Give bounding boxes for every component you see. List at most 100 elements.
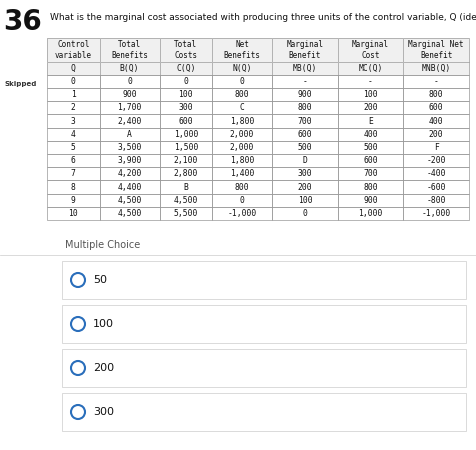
Bar (212, 38, 272, 62)
Bar (99, 194, 159, 207)
Text: -: - (302, 77, 307, 86)
Text: 1,800: 1,800 (230, 117, 254, 126)
Text: -600: -600 (426, 183, 446, 192)
Text: 700: 700 (363, 169, 378, 178)
Text: 600: 600 (298, 130, 312, 139)
Text: MC(Q): MC(Q) (358, 64, 383, 73)
Bar (212, 154, 272, 167)
Bar (99, 141, 159, 154)
Bar (47, 38, 99, 62)
Text: 300: 300 (178, 104, 193, 112)
Bar (272, 154, 337, 167)
Bar (272, 128, 337, 141)
Bar (159, 114, 212, 128)
Bar (62, 261, 466, 299)
Bar (159, 38, 212, 62)
Text: 800: 800 (235, 183, 249, 192)
Text: Marginal Net
Benefit: Marginal Net Benefit (408, 40, 464, 59)
Text: Q: Q (71, 64, 76, 73)
Text: 1,000: 1,000 (358, 209, 383, 218)
Bar (47, 194, 99, 207)
Bar (337, 101, 403, 114)
Bar (272, 101, 337, 114)
Text: MNB(Q): MNB(Q) (422, 64, 451, 73)
Text: -800: -800 (426, 196, 446, 205)
Text: 900: 900 (363, 196, 378, 205)
Text: 300: 300 (93, 407, 114, 417)
Text: 100: 100 (178, 90, 193, 99)
Text: 0: 0 (239, 196, 245, 205)
Bar (212, 38, 272, 62)
Text: 1,400: 1,400 (230, 169, 254, 178)
Bar (403, 88, 469, 101)
Text: C: C (239, 104, 245, 112)
Text: -: - (368, 77, 373, 86)
Text: Total
Costs: Total Costs (174, 40, 198, 59)
Text: 2,100: 2,100 (174, 156, 198, 165)
Bar (403, 101, 469, 114)
Bar (47, 154, 99, 167)
Bar (47, 75, 99, 88)
Bar (99, 62, 159, 75)
Text: -1,000: -1,000 (228, 209, 257, 218)
Text: 50: 50 (93, 275, 107, 285)
Bar (337, 38, 403, 62)
Bar (99, 154, 159, 167)
Bar (337, 62, 403, 75)
Bar (47, 62, 99, 75)
Bar (159, 101, 212, 114)
Text: 36: 36 (4, 8, 42, 36)
Bar (403, 75, 469, 88)
Bar (337, 154, 403, 167)
Bar (212, 62, 272, 75)
Bar (47, 141, 99, 154)
Text: 100: 100 (298, 196, 312, 205)
Text: -: - (434, 77, 438, 86)
Text: 200: 200 (298, 183, 312, 192)
Text: 800: 800 (363, 183, 378, 192)
Bar (212, 101, 272, 114)
Bar (212, 141, 272, 154)
Bar (337, 114, 403, 128)
Text: 4,500: 4,500 (174, 196, 198, 205)
Bar (337, 75, 403, 88)
Bar (159, 88, 212, 101)
Text: 600: 600 (178, 117, 193, 126)
Bar (212, 207, 272, 220)
Text: What is the marginal cost associated with producing three units of the control v: What is the marginal cost associated wit… (50, 13, 476, 22)
Bar (212, 62, 272, 75)
Bar (403, 128, 469, 141)
Bar (47, 128, 99, 141)
Bar (99, 38, 159, 62)
Text: B: B (183, 183, 188, 192)
Text: 0: 0 (183, 77, 188, 86)
Text: 2,800: 2,800 (174, 169, 198, 178)
Text: Marginal
Benefit: Marginal Benefit (287, 40, 323, 59)
Bar (159, 75, 212, 88)
Bar (47, 38, 99, 62)
Text: B(Q): B(Q) (120, 64, 139, 73)
Bar (403, 38, 469, 62)
Bar (159, 194, 212, 207)
Bar (403, 154, 469, 167)
Text: Net
Benefits: Net Benefits (224, 40, 260, 59)
Text: 0: 0 (71, 77, 76, 86)
Bar (272, 180, 337, 194)
Text: C(Q): C(Q) (176, 64, 196, 73)
Bar (272, 88, 337, 101)
Text: 400: 400 (363, 130, 378, 139)
Bar (99, 180, 159, 194)
Text: 1,500: 1,500 (174, 143, 198, 152)
Text: 1,700: 1,700 (118, 104, 142, 112)
Bar (272, 194, 337, 207)
Text: 4: 4 (71, 130, 76, 139)
Text: 8: 8 (71, 183, 76, 192)
Text: 1: 1 (71, 90, 76, 99)
Bar (272, 167, 337, 180)
Bar (403, 194, 469, 207)
Text: N(Q): N(Q) (232, 64, 252, 73)
Text: -1,000: -1,000 (422, 209, 451, 218)
Bar (159, 207, 212, 220)
Text: 7: 7 (71, 169, 76, 178)
Bar (337, 88, 403, 101)
